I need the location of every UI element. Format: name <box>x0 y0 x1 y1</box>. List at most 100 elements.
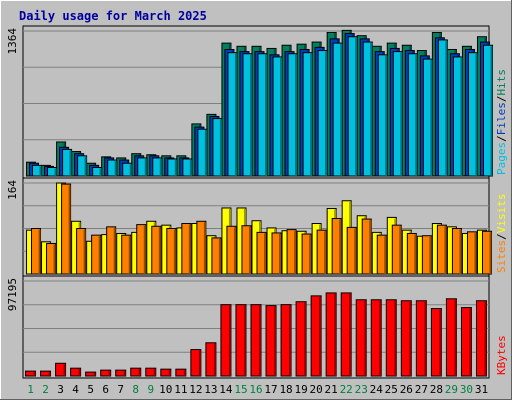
bar-shade <box>213 343 216 376</box>
panel-hits-ymax-label: 1364 <box>6 28 19 55</box>
legend-item: Visits <box>495 194 508 234</box>
bar-shade <box>173 229 176 274</box>
bar-shade <box>243 305 246 376</box>
x-tick-label: 18 <box>279 383 292 396</box>
legend-item: Sites <box>495 240 508 273</box>
series-kbytes <box>25 292 487 377</box>
bar-shade <box>289 305 292 376</box>
legend-item: / <box>495 233 508 240</box>
x-tick-label: 15 <box>234 383 247 396</box>
x-tick-label: 20 <box>310 383 323 396</box>
bar-shade <box>48 372 51 376</box>
x-tick-label: 30 <box>460 383 473 396</box>
bar-shade <box>188 224 191 274</box>
x-tick-label: 1 <box>27 383 34 396</box>
bar-shade <box>33 372 36 376</box>
legend-item: / <box>495 96 508 103</box>
bar-shade <box>53 244 56 274</box>
panel-kbytes: 97195 KBytes <box>6 275 508 379</box>
panel-visits-legend: Sites/Visits <box>495 194 508 274</box>
bar-shade <box>490 46 493 176</box>
bar-shade <box>128 236 131 274</box>
bar-shade <box>54 168 57 176</box>
x-tick-label: 24 <box>370 383 384 396</box>
legend-item: Pages <box>495 142 508 175</box>
bar-shade <box>153 369 156 376</box>
chart-panels: 1364Pages/Files/Hits164Sites/Visits97195… <box>6 25 508 379</box>
bar-shade <box>280 57 283 176</box>
bar-shade <box>143 225 146 274</box>
x-tick-label: 7 <box>117 383 124 396</box>
bar-shade <box>138 369 141 376</box>
bar-shade <box>84 156 87 176</box>
bar-shade <box>415 54 418 176</box>
bar-sites-day-7 <box>121 234 132 275</box>
bar-shade <box>114 161 117 176</box>
panel-hits-legend: Pages/Files/Hits <box>495 69 508 175</box>
bar-shade <box>38 229 41 274</box>
bar-shade <box>399 226 402 274</box>
legend-item: Files <box>495 102 508 135</box>
bar-shade <box>264 233 266 274</box>
bar-shade <box>469 308 472 376</box>
bar-shade <box>460 57 463 176</box>
legend-item: / <box>495 135 508 142</box>
x-tick-label: 9 <box>147 383 154 396</box>
bar-shade <box>309 235 312 274</box>
x-tick-label: 25 <box>385 383 398 396</box>
bar-shade <box>265 54 267 176</box>
bar-shade <box>123 371 126 376</box>
bar-shade <box>68 185 71 274</box>
bar-shade <box>444 226 447 274</box>
bar-shade <box>355 37 358 176</box>
bar-shade <box>63 364 66 376</box>
x-tick-label: 11 <box>174 383 187 396</box>
bar-shade <box>385 55 388 176</box>
bar-shade <box>204 130 207 176</box>
bar-shade <box>319 296 322 376</box>
series-sites <box>31 183 492 275</box>
bar-shade <box>364 300 367 376</box>
bar-shade <box>279 233 282 274</box>
bar-shade <box>379 300 382 376</box>
x-tick-label: 16 <box>249 383 262 396</box>
bar-shade <box>78 369 81 376</box>
bar-shade <box>295 54 298 176</box>
bar-shade <box>394 300 397 376</box>
bar-shade <box>414 234 417 274</box>
x-axis-labels: 1 2 3 4 5 6 7 8 9 10 11 12 13 14 15 16 17 18 19 20 21 22 23 24 2… <box>27 383 488 396</box>
legend-item: Hits <box>495 69 508 96</box>
bar-shade <box>198 350 201 376</box>
bar-shade <box>234 53 237 176</box>
bar-shade <box>474 232 477 274</box>
bar-shade <box>424 301 427 376</box>
bar-shade <box>248 226 251 274</box>
x-tick-label: 8 <box>132 383 139 396</box>
bar-shade <box>325 51 328 176</box>
bar-shade <box>218 238 221 274</box>
series-pages <box>32 36 493 177</box>
bar-shade <box>339 219 342 274</box>
bar-shade <box>98 236 101 274</box>
bar-shade <box>429 236 432 274</box>
x-tick-label: 23 <box>355 383 368 396</box>
x-tick-label: 22 <box>340 383 353 396</box>
bar-shade <box>370 43 373 176</box>
panel-visits-ymax-label: 164 <box>6 180 19 200</box>
bar-shade <box>259 305 261 376</box>
x-tick-label: 28 <box>430 383 443 396</box>
bar-shade <box>249 54 252 176</box>
x-tick-label: 6 <box>102 383 109 396</box>
bar-shade <box>454 299 457 376</box>
bar-shade <box>144 158 147 176</box>
bar-shade <box>183 370 186 376</box>
bar-shade <box>168 370 171 376</box>
x-tick-label: 17 <box>264 383 277 396</box>
bar-shade <box>459 229 462 274</box>
x-tick-label: 5 <box>87 383 94 396</box>
bar-shade <box>108 371 111 376</box>
x-tick-label: 2 <box>42 383 49 396</box>
bar-shade <box>159 158 162 176</box>
